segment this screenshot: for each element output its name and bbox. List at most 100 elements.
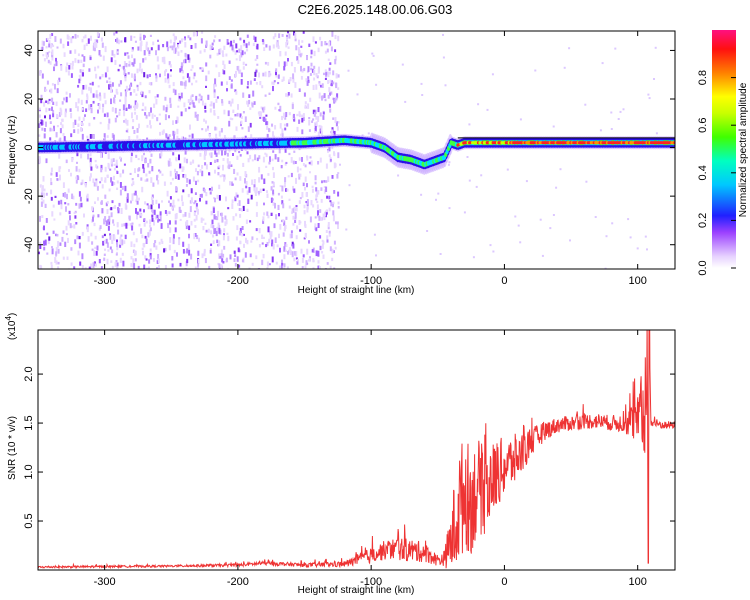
noise-speck xyxy=(116,265,119,269)
noise-speck xyxy=(278,109,281,112)
noise-speck xyxy=(214,197,216,203)
noise-speck xyxy=(92,178,95,183)
noise-speck xyxy=(192,102,195,108)
noise-speck xyxy=(41,73,44,79)
noise-speck xyxy=(178,237,181,240)
noise-speck xyxy=(332,201,335,205)
noise-speck xyxy=(183,102,186,108)
noise-speck xyxy=(333,130,336,137)
noise-speck xyxy=(93,47,96,52)
noise-speck xyxy=(138,212,141,216)
noise-speck xyxy=(148,112,151,117)
noise-speck xyxy=(188,225,191,231)
noise-speck xyxy=(199,152,202,157)
noise-speck xyxy=(303,237,306,240)
noise-speck xyxy=(77,59,80,64)
noise-speck xyxy=(258,155,261,160)
noise-speck xyxy=(57,261,60,265)
noise-speck xyxy=(210,101,213,107)
noise-speck xyxy=(205,149,207,155)
noise-speck xyxy=(51,211,54,217)
noise-speck xyxy=(552,214,555,216)
noise-speck xyxy=(208,172,211,176)
noise-speck xyxy=(284,162,287,166)
noise-speck xyxy=(140,68,143,74)
noise-speck xyxy=(73,266,76,269)
y-tick-label: -20 xyxy=(23,188,35,204)
noise-speck xyxy=(648,97,651,100)
noise-speck xyxy=(93,250,96,256)
noise-speck xyxy=(281,159,284,163)
spectrogram-y-label: Frequency (Hz) xyxy=(7,116,18,185)
noise-speck xyxy=(234,177,237,181)
noise-speck xyxy=(304,101,307,105)
noise-speck xyxy=(109,235,112,240)
noise-speck xyxy=(329,92,331,96)
noise-speck xyxy=(39,244,42,249)
noise-speck xyxy=(103,92,106,99)
noise-speck xyxy=(142,167,145,174)
noise-speck xyxy=(119,236,122,240)
noise-speck xyxy=(213,214,216,220)
noise-speck xyxy=(194,43,197,49)
noise-speck xyxy=(519,118,522,121)
noise-speck xyxy=(136,84,139,88)
noise-speck xyxy=(287,92,290,96)
noise-speck xyxy=(233,135,236,140)
noise-speck xyxy=(163,60,166,65)
noise-speck xyxy=(122,169,125,174)
noise-speck xyxy=(654,46,657,49)
noise-speck xyxy=(98,227,101,231)
noise-speck xyxy=(48,43,51,48)
noise-speck xyxy=(49,89,51,93)
noise-speck xyxy=(56,125,59,128)
noise-speck xyxy=(322,213,325,218)
noise-speck xyxy=(277,74,280,79)
noise-speck xyxy=(186,73,189,78)
noise-speck xyxy=(286,94,289,98)
noise-speck xyxy=(345,228,348,231)
noise-speck xyxy=(220,212,223,217)
noise-speck xyxy=(107,123,110,130)
noise-speck xyxy=(114,59,117,65)
noise-speck xyxy=(324,211,326,216)
noise-speck xyxy=(266,211,269,216)
noise-speck xyxy=(242,66,245,70)
noise-speck xyxy=(260,106,263,109)
noise-speck xyxy=(150,204,153,210)
noise-speck xyxy=(334,55,337,61)
noise-speck xyxy=(126,52,129,55)
noise-speck xyxy=(307,103,310,109)
noise-speck xyxy=(62,256,65,260)
noise-speck xyxy=(322,111,325,115)
noise-speck xyxy=(614,47,617,50)
noise-speck xyxy=(165,134,168,139)
noise-speck xyxy=(435,198,437,201)
noise-speck xyxy=(175,120,178,124)
noise-speck xyxy=(146,74,149,79)
noise-speck xyxy=(92,45,95,51)
noise-speck xyxy=(285,93,288,97)
noise-speck xyxy=(279,224,282,230)
noise-speck xyxy=(254,36,257,43)
noise-speck xyxy=(322,115,325,120)
noise-speck xyxy=(189,102,192,106)
noise-speck xyxy=(200,217,203,223)
noise-speck xyxy=(62,182,65,188)
noise-speck xyxy=(221,217,224,223)
noise-speck xyxy=(356,93,359,96)
noise-speck xyxy=(302,113,305,119)
noise-speck xyxy=(241,188,244,193)
noise-speck xyxy=(145,238,148,244)
noise-speck xyxy=(260,174,263,180)
noise-speck xyxy=(262,188,265,191)
noise-speck xyxy=(115,260,118,263)
noise-speck xyxy=(229,101,232,107)
noise-speck xyxy=(190,253,193,260)
noise-speck xyxy=(303,92,306,97)
noise-speck xyxy=(188,233,190,239)
noise-speck xyxy=(88,122,91,127)
noise-speck xyxy=(288,79,291,83)
noise-speck xyxy=(238,200,241,206)
noise-speck xyxy=(569,239,571,242)
